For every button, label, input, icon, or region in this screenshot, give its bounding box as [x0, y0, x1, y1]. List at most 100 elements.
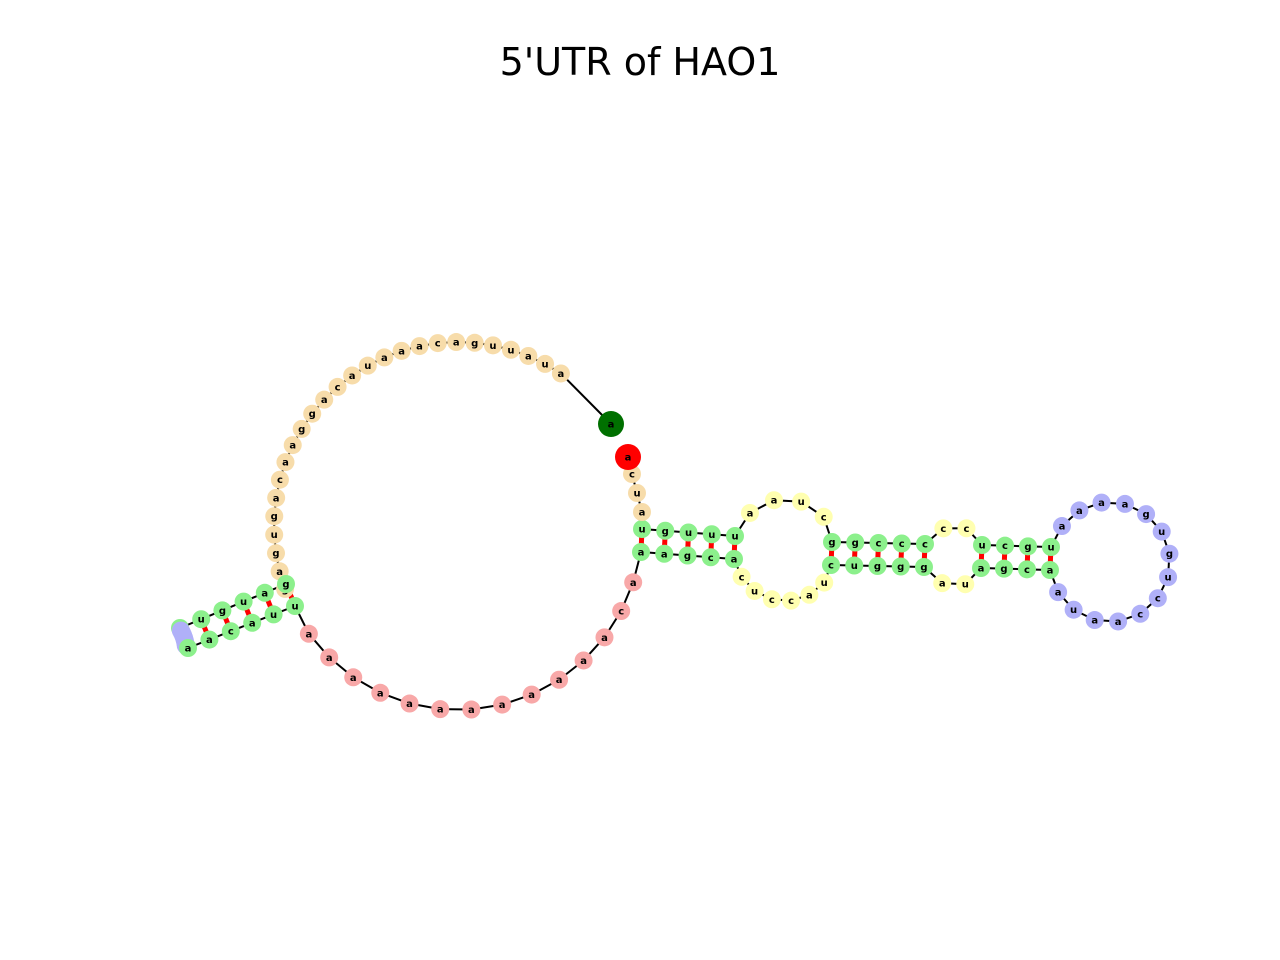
nucleotide-exterior: g [303, 404, 322, 423]
nucleotide-stem: u [726, 527, 744, 545]
nucleotide-letter: g [298, 424, 305, 435]
nucleotide-letter: a [1098, 498, 1105, 509]
nucleotide-letter: g [309, 409, 316, 420]
nucleotide-letter: a [499, 700, 506, 711]
nucleotide-circle [632, 543, 650, 561]
nucleotide-exterior: u [483, 336, 502, 355]
nucleotide-letter: a [437, 705, 444, 716]
nucleotide-letter: a [1091, 616, 1098, 627]
nucleotide-multi-loop: a [299, 624, 318, 643]
nucleotide-layer: aauauugacaaauacaggaacagugaggauguagaaagca… [171, 333, 1179, 719]
nucleotide-exterior: a [267, 488, 286, 507]
nucleotide-five-prime-end: a [598, 411, 624, 437]
nucleotide-circle [800, 585, 819, 604]
nucleotide-circle [462, 700, 481, 719]
nucleotide-letter: a [525, 351, 532, 362]
nucleotide-letter: a [806, 590, 813, 601]
nucleotide-letter: c [769, 595, 775, 606]
nucleotide-letter: g [684, 551, 691, 562]
nucleotide-internal-loop: c [762, 590, 781, 609]
nucleotide-letter: u [685, 528, 692, 539]
nucleotide-letter: u [638, 525, 645, 536]
nucleotide-letter: u [1047, 543, 1054, 554]
nucleotide-three-prime-end: a [615, 444, 641, 470]
nucleotide-circle [615, 444, 641, 470]
nucleotide-internal-loop: c [814, 507, 833, 526]
nucleotide-letter: u [851, 561, 858, 572]
nucleotide-letter: c [629, 470, 635, 481]
nucleotide-multi-loop: a [493, 695, 512, 714]
nucleotide-stem: c [1018, 560, 1036, 579]
nucleotide-letter: a [978, 564, 985, 575]
nucleotide-stem: g [915, 558, 933, 576]
nucleotide-stem: a [655, 544, 674, 563]
nucleotide-circle [598, 411, 624, 437]
nucleotide-circle [725, 550, 743, 568]
nucleotide-stem: g [891, 557, 910, 576]
nucleotide-letter: c [964, 524, 970, 535]
nucleotide-letter: a [1059, 522, 1066, 533]
nucleotide-internal-loop: u [956, 575, 975, 594]
nucleotide-exterior: a [283, 436, 302, 455]
nucleotide-letter: u [489, 341, 496, 352]
nucleotide-letter: c [922, 540, 928, 551]
nucleotide-stem: u [702, 525, 721, 544]
nucleotide-circle [701, 548, 720, 567]
nucleotide-letter: c [899, 539, 905, 550]
nucleotide-circle [822, 556, 840, 574]
nucleotide-circle [679, 523, 698, 542]
nucleotide-letter: g [282, 580, 289, 591]
nucleotide-circle [740, 503, 759, 522]
nucleotide-circle [1042, 538, 1060, 556]
nucleotide-letter: a [771, 496, 778, 507]
nucleotide-letter: g [1024, 542, 1031, 553]
nucleotide-internal-loop: a [800, 585, 819, 604]
nucleotide-circle [375, 348, 394, 367]
nucleotide-stem: u [973, 536, 991, 554]
nucleotide-circle [633, 503, 651, 521]
nucleotide-circle [1152, 522, 1171, 541]
nucleotide-letter: u [291, 602, 298, 613]
nucleotide-letter: u [798, 497, 805, 508]
nucleotide-letter: u [821, 578, 828, 589]
nucleotide-stem: u [234, 592, 253, 611]
nucleotide-circle [343, 366, 362, 385]
nucleotide-letter: c [788, 596, 794, 607]
nucleotide-hairpin-loop: c [1131, 604, 1150, 623]
nucleotide-internal-loop: c [732, 567, 751, 586]
nucleotide-hairpin-loop: a [1052, 517, 1071, 536]
nucleotide-circle [956, 575, 975, 594]
nucleotide-letter: c [228, 627, 234, 638]
nucleotide-circle [483, 336, 502, 355]
nucleotide-multi-loop: a [431, 700, 450, 719]
nucleotide-letter: c [1155, 594, 1161, 605]
nucleotide-circle [179, 639, 197, 657]
nucleotide-circle [292, 419, 311, 438]
nucleotide-internal-loop: a [933, 574, 952, 593]
nucleotide-circle [344, 668, 363, 687]
nucleotide-circle [762, 590, 781, 609]
nucleotide-multi-loop: a [320, 648, 339, 667]
nucleotide-stem: a [725, 550, 743, 568]
nucleotide-circle [286, 597, 304, 615]
nucleotide-circle [264, 605, 283, 624]
nucleotide-letter: a [377, 688, 384, 699]
nucleotide-letter: a [747, 508, 754, 519]
nucleotide-stem: u [286, 597, 304, 615]
nucleotide-exterior: c [328, 377, 347, 396]
nucleotide-letter: a [1047, 566, 1054, 577]
nucleotide-circle [1041, 561, 1059, 579]
nucleotide-circle [328, 377, 347, 396]
nucleotide-internal-loop: u [745, 581, 764, 600]
nucleotide-letter: a [580, 656, 587, 667]
nucleotide-multi-loop: a [574, 651, 593, 670]
nucleotide-multi-loop: a [522, 685, 541, 704]
nucleotide-circle [283, 436, 302, 455]
nucleotide-circle [764, 491, 783, 510]
nucleotide-stem: c [916, 535, 934, 553]
nucleotide-circle [1019, 537, 1037, 556]
nucleotide-circle [996, 536, 1014, 555]
nucleotide-letter: u [198, 615, 205, 626]
nucleotide-stem: u [192, 610, 211, 629]
nucleotide-circle [1160, 544, 1179, 563]
